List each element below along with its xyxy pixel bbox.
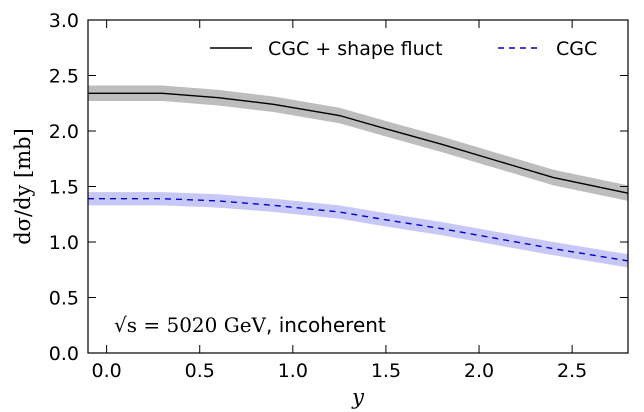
x-tick-label: 2.5 bbox=[557, 360, 587, 382]
x-tick-label: 1.0 bbox=[278, 360, 308, 382]
y-axis-label: dσ/dy [mb] bbox=[11, 128, 35, 245]
x-tick-label: 1.5 bbox=[371, 360, 401, 382]
y-tick-label: 1.5 bbox=[49, 177, 79, 199]
y-tick-label: 3.0 bbox=[49, 10, 79, 32]
band-series-0 bbox=[88, 85, 628, 201]
y-tick-label: 0.5 bbox=[49, 288, 79, 310]
x-tick-label: 2.0 bbox=[464, 360, 494, 382]
energy-annotation-math: √s = 5020 GeV bbox=[114, 313, 267, 337]
y-tick-label: 1.0 bbox=[49, 232, 79, 254]
line-series-1 bbox=[88, 197, 629, 262]
legend-label-cgc-shape-fluct: CGC + shape fluct bbox=[268, 38, 443, 60]
energy-annotation-text: , incoherent bbox=[266, 313, 386, 337]
energy-annotation: √s = 5020 GeV, incoherent bbox=[114, 313, 386, 337]
uncertainty-bands bbox=[88, 85, 628, 268]
y-tick-label: 2.5 bbox=[49, 66, 79, 88]
axis-ticks: 0.0 0.5 1.0 1.5 2.0 2.5 0.0 0.5 1.0 1.5 2.0 2.5 3.0 bbox=[49, 10, 628, 382]
x-axis-label: y bbox=[351, 385, 365, 409]
x-tick-label: 0.0 bbox=[92, 360, 122, 382]
legend-label-cgc: CGC bbox=[556, 38, 597, 60]
series-lines bbox=[88, 92, 629, 262]
y-tick-label: 0.0 bbox=[49, 343, 79, 365]
legend: CGC + shape fluct CGC bbox=[210, 38, 597, 60]
y-tick-label: 2.0 bbox=[49, 121, 79, 143]
x-tick-label: 0.5 bbox=[185, 360, 215, 382]
band-series-1 bbox=[88, 192, 628, 268]
line-series-0 bbox=[88, 92, 629, 194]
plot-frame bbox=[87, 19, 629, 354]
